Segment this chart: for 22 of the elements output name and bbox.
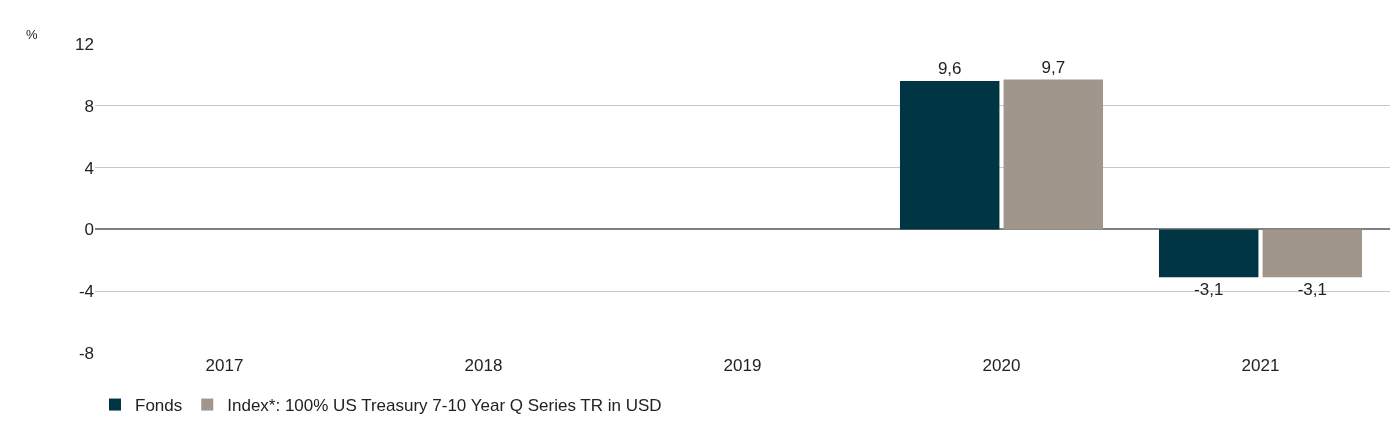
y-tick-label: 4	[84, 158, 94, 178]
data-label: -3,1	[1194, 280, 1224, 300]
x-tick-label: 2020	[982, 356, 1021, 375]
data-label: 9,7	[1041, 57, 1066, 77]
x-tick-label: 2017	[205, 356, 244, 375]
y-tick-label: -4	[78, 282, 94, 302]
bar	[1003, 79, 1104, 230]
y-axis-title: %	[26, 27, 38, 42]
bar	[1262, 229, 1363, 278]
y-tick-label: 12	[75, 34, 94, 54]
y-tick-label: 0	[84, 220, 94, 240]
y-tick-label: -8	[78, 343, 94, 363]
x-tick-label: 2018	[464, 356, 503, 375]
x-tick-label: 2021	[1241, 356, 1280, 375]
data-label: 9,6	[937, 59, 962, 79]
bar	[1158, 229, 1259, 278]
data-label: -3,1	[1297, 280, 1327, 300]
y-tick-label: 8	[84, 96, 94, 116]
legend-label: Fonds	[135, 396, 183, 416]
x-tick-label: 2019	[723, 356, 762, 375]
legend-label: Index*: 100% US Treasury 7-10 Year Q Series TR in USD	[227, 396, 662, 416]
bar	[899, 81, 1000, 230]
